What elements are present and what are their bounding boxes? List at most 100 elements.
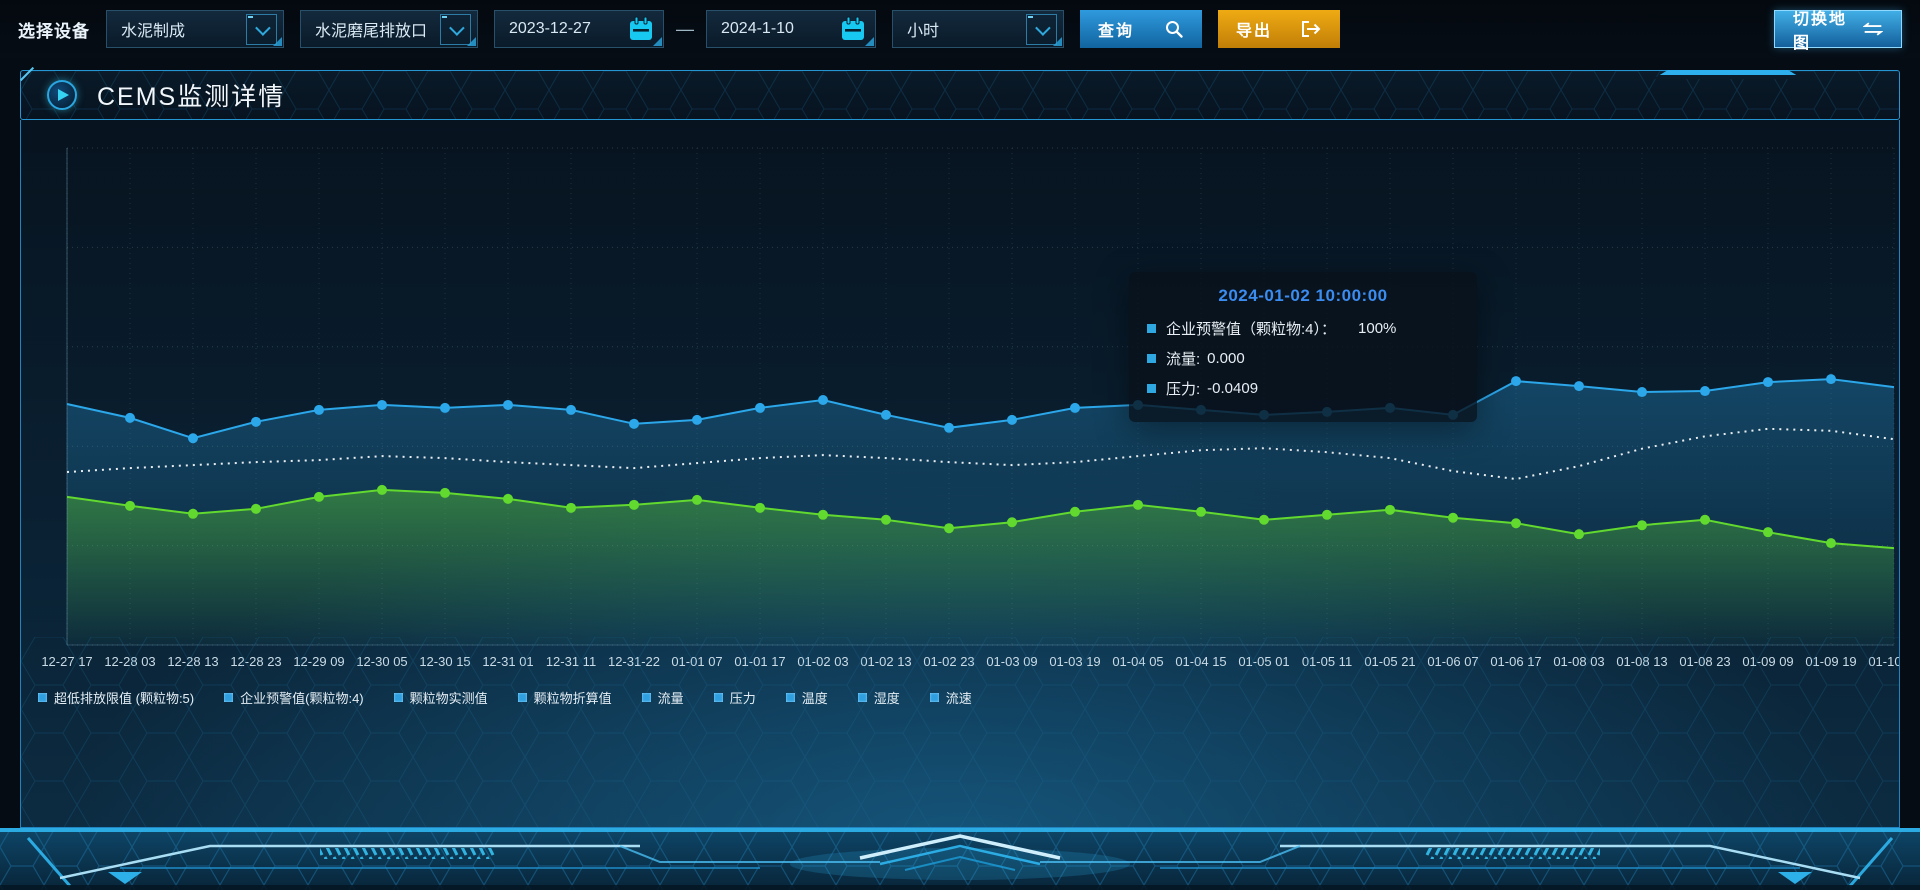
device-group-select[interactable]: 水泥制成 bbox=[106, 10, 284, 48]
chevron-down-icon[interactable] bbox=[246, 13, 277, 45]
legend-label: 流速 bbox=[945, 691, 972, 706]
legend-item-6[interactable]: 压力 bbox=[713, 688, 756, 707]
end-date-picker[interactable]: 2024-1-10 bbox=[706, 10, 876, 48]
x-axis-label: 12-29 09 bbox=[293, 654, 344, 669]
chart-point-series-blue-line[interactable] bbox=[566, 404, 576, 415]
chart-point-series-blue-line[interactable] bbox=[1700, 386, 1710, 397]
chart-point-series-green-line[interactable] bbox=[1700, 514, 1710, 525]
legend-label: 企业预警值(颗粒物:4) bbox=[240, 691, 364, 706]
chart-point-series-green-line[interactable] bbox=[440, 487, 450, 498]
chart-point-series-green-line[interactable] bbox=[1322, 509, 1332, 520]
legend-label: 温度 bbox=[801, 691, 828, 706]
tooltip-row-value: 100% bbox=[1358, 320, 1397, 337]
chart-point-series-blue-line[interactable] bbox=[314, 404, 324, 415]
chart-point-series-green-line[interactable] bbox=[1574, 529, 1584, 540]
chart-point-series-green-line[interactable] bbox=[314, 491, 324, 502]
chart-point-series-green-line[interactable] bbox=[629, 499, 639, 510]
chevron-down-icon[interactable] bbox=[440, 13, 471, 45]
chart-point-series-green-line[interactable] bbox=[377, 484, 387, 495]
chart-point-series-blue-line[interactable] bbox=[692, 414, 702, 425]
x-axis-label: 01-08 03 bbox=[1553, 654, 1604, 669]
query-button[interactable]: 查询 bbox=[1080, 10, 1202, 48]
legend-marker bbox=[713, 693, 723, 702]
end-date-value: 2024-1-10 bbox=[721, 20, 794, 37]
legend-item-2[interactable]: 企业预警值(颗粒物:4) bbox=[224, 688, 364, 707]
chart-point-series-blue-line[interactable] bbox=[1826, 374, 1836, 385]
legend-item-8[interactable]: 湿度 bbox=[857, 688, 900, 707]
x-axis-label: 01-06 07 bbox=[1427, 654, 1478, 669]
legend-item-9[interactable]: 流速 bbox=[929, 688, 972, 707]
chart-point-series-green-line[interactable] bbox=[1385, 504, 1395, 515]
chart-point-series-blue-line[interactable] bbox=[944, 422, 954, 433]
chart-point-series-blue-line[interactable] bbox=[1763, 377, 1773, 388]
chart-point-series-green-line[interactable] bbox=[188, 508, 198, 519]
chart-point-series-blue-line[interactable] bbox=[440, 402, 450, 413]
chart-point-series-green-line[interactable] bbox=[1448, 512, 1458, 523]
chart-point-series-blue-line[interactable] bbox=[377, 399, 387, 410]
export-button[interactable]: 导出 bbox=[1218, 10, 1340, 48]
panel-body: 12-27 17 12-28 03 12-28 13 12-28 23 12-29 09… bbox=[20, 120, 1900, 828]
chart-point-series-blue-line[interactable] bbox=[1007, 414, 1017, 425]
chart-point-series-green-line[interactable] bbox=[1826, 538, 1836, 549]
interval-select[interactable]: 小时 bbox=[892, 10, 1064, 48]
calendar-icon[interactable] bbox=[627, 15, 655, 43]
legend-item-5[interactable]: 流量 bbox=[641, 688, 684, 707]
chart-point-series-blue-line[interactable] bbox=[251, 416, 261, 427]
chart-point-series-green-line[interactable] bbox=[251, 503, 261, 514]
chart-point-series-blue-line[interactable] bbox=[1070, 402, 1080, 413]
chart-point-series-blue-line[interactable] bbox=[818, 394, 828, 405]
chart-point-series-blue-line[interactable] bbox=[1637, 387, 1647, 398]
chart-point-series-green-line[interactable] bbox=[692, 494, 702, 505]
legend-item-3[interactable]: 颗粒物实测值 bbox=[393, 688, 488, 707]
x-axis-label: 01-04 05 bbox=[1112, 654, 1163, 669]
chart-point-series-blue-line[interactable] bbox=[1511, 376, 1521, 387]
legend-item-4[interactable]: 颗粒物折算值 bbox=[517, 688, 612, 707]
x-axis-label: 01-05 21 bbox=[1364, 654, 1415, 669]
chart-point-series-blue-line[interactable] bbox=[1574, 381, 1584, 392]
chart-point-series-green-line[interactable] bbox=[944, 523, 954, 534]
chart-point-series-green-line[interactable] bbox=[1196, 506, 1206, 517]
chart-point-series-green-line[interactable] bbox=[755, 502, 765, 513]
legend-item-7[interactable]: 温度 bbox=[785, 688, 828, 707]
calendar-icon[interactable] bbox=[839, 15, 867, 43]
tooltip-row: 企业预警值（颗粒物:4）： 100% bbox=[1147, 318, 1459, 339]
chart-point-series-blue-line[interactable] bbox=[755, 402, 765, 413]
legend-marker bbox=[857, 693, 867, 702]
chart-point-series-blue-line[interactable] bbox=[503, 399, 513, 410]
chart-point-series-green-line[interactable] bbox=[1637, 520, 1647, 531]
x-axis-label: 01-10 05 bbox=[1868, 654, 1899, 669]
chart-point-series-blue-line[interactable] bbox=[629, 418, 639, 429]
hexagon-pattern bbox=[21, 71, 1899, 119]
chart-point-series-green-line[interactable] bbox=[1133, 499, 1143, 510]
chart-series-green-line[interactable] bbox=[66, 488, 1895, 550]
chart-area-series-green-line bbox=[67, 489, 1894, 645]
chart-point-series-green-line[interactable] bbox=[881, 514, 891, 525]
x-axis-label: 12-27 17 bbox=[41, 654, 92, 669]
chart-series-blue-line[interactable] bbox=[66, 378, 1895, 440]
chart-point-series-blue-line[interactable] bbox=[125, 412, 135, 423]
chart-point-series-green-line[interactable] bbox=[1259, 514, 1269, 525]
chart-point-series-blue-line[interactable] bbox=[881, 409, 891, 420]
chart-legend: 超低排放限值 (颗粒物:5) 企业预警值(颗粒物:4) 颗粒物实测值 颗粒物折算值 流量… bbox=[38, 688, 972, 707]
x-axis-label: 01-01 17 bbox=[734, 654, 785, 669]
x-axis-label: 01-09 19 bbox=[1805, 654, 1856, 669]
chart-point-series-green-line[interactable] bbox=[1763, 527, 1773, 538]
x-axis-label: 12-30 05 bbox=[356, 654, 407, 669]
cems-line-chart[interactable]: 12-27 17 12-28 03 12-28 13 12-28 23 12-29 09… bbox=[21, 120, 1899, 720]
start-date-picker[interactable]: 2023-12-27 bbox=[494, 10, 664, 48]
x-axis-label: 01-09 09 bbox=[1742, 654, 1793, 669]
legend-item-1[interactable]: 超低排放限值 (颗粒物:5) bbox=[38, 688, 194, 707]
chart-point-series-green-line[interactable] bbox=[503, 493, 513, 504]
chart-point-series-green-line[interactable] bbox=[1511, 518, 1521, 529]
chart-point-series-green-line[interactable] bbox=[566, 502, 576, 513]
chart-point-series-blue-line[interactable] bbox=[188, 433, 198, 444]
chevron-down-icon[interactable] bbox=[1026, 13, 1057, 45]
switch-map-button[interactable]: 切换地图 bbox=[1774, 10, 1902, 52]
export-icon bbox=[1302, 21, 1321, 37]
tooltip-timestamp: 2024-01-02 10:00:00 bbox=[1218, 286, 1388, 305]
chart-point-series-green-line[interactable] bbox=[125, 500, 135, 511]
outlet-select[interactable]: 水泥磨尾排放口 bbox=[300, 10, 478, 48]
chart-point-series-green-line[interactable] bbox=[1070, 506, 1080, 517]
chart-point-series-green-line[interactable] bbox=[1007, 517, 1017, 528]
chart-point-series-green-line[interactable] bbox=[818, 509, 828, 520]
